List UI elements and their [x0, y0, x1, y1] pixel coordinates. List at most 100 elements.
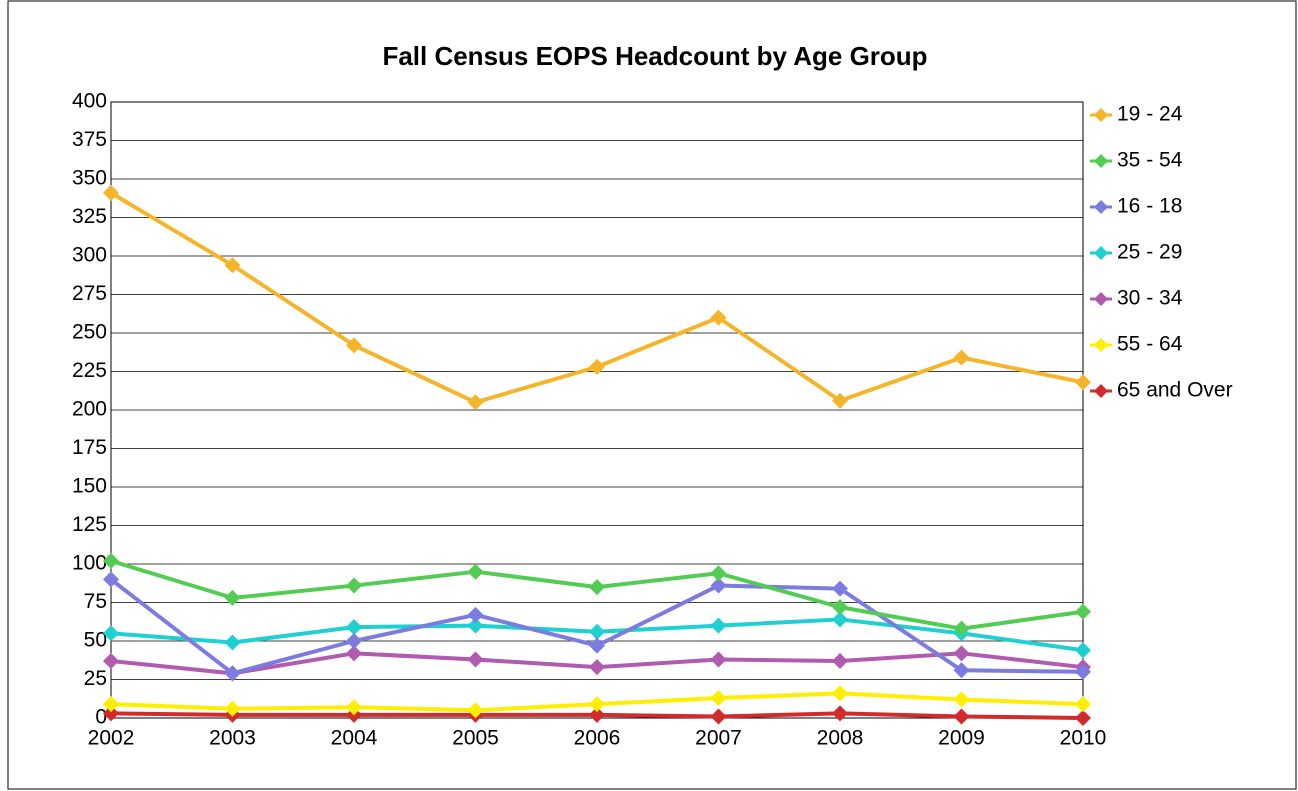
- legend-marker: [1094, 154, 1108, 168]
- data-point: [710, 617, 727, 634]
- legend-marker: [1094, 338, 1108, 352]
- legend-marker: [1094, 200, 1108, 214]
- legend-marker: [1094, 246, 1108, 260]
- y-tick-label: 175: [72, 436, 107, 459]
- x-tick-label: 2007: [695, 727, 742, 750]
- data-point: [832, 653, 848, 670]
- x-tick-label: 2008: [817, 727, 864, 750]
- x-tick-label: 2005: [452, 727, 499, 750]
- data-point: [589, 358, 605, 375]
- data-point: [832, 392, 848, 409]
- x-tick-label: 2004: [331, 727, 378, 750]
- data-point: [832, 611, 848, 628]
- x-tick-label: 2009: [938, 727, 985, 750]
- data-point: [103, 552, 119, 569]
- data-point: [710, 651, 727, 668]
- data-point: [467, 606, 484, 623]
- legend-label: 30 - 34: [1117, 287, 1183, 310]
- data-point: [1075, 710, 1091, 726]
- data-point: [710, 577, 727, 594]
- y-tick-label: 50: [84, 629, 107, 652]
- data-point: [103, 625, 119, 642]
- legend-marker: [1094, 384, 1108, 398]
- data-point: [589, 637, 605, 654]
- y-tick-label: 400: [72, 90, 107, 113]
- legend-label: 25 - 29: [1117, 241, 1182, 264]
- data-point: [103, 705, 119, 722]
- data-point: [589, 623, 605, 640]
- data-point: [710, 708, 727, 725]
- data-point: [953, 691, 970, 708]
- x-tick-label: 2006: [574, 727, 621, 750]
- data-point: [224, 700, 241, 717]
- legend-label: 16 - 18: [1117, 195, 1182, 218]
- data-point: [346, 577, 362, 594]
- data-point: [346, 633, 362, 649]
- data-point: [346, 337, 362, 354]
- data-point: [953, 645, 970, 662]
- data-point: [467, 394, 484, 411]
- legend-marker: [1094, 292, 1108, 306]
- data-point: [953, 620, 970, 637]
- chart-border: [7, 0, 1297, 790]
- legend-label: 65 and Over: [1117, 379, 1233, 402]
- data-point: [103, 571, 119, 588]
- y-tick-label: 250: [72, 321, 107, 344]
- legend-marker: [1094, 108, 1108, 122]
- y-tick-label: 150: [72, 475, 107, 498]
- y-tick-label: 350: [72, 167, 107, 190]
- y-tick-label: 125: [72, 513, 107, 536]
- y-tick-label: 325: [72, 205, 107, 228]
- data-point: [832, 580, 848, 597]
- y-tick-label: 200: [72, 398, 107, 421]
- data-point: [710, 689, 727, 706]
- data-point: [467, 651, 484, 668]
- y-tick-label: 275: [72, 282, 107, 305]
- y-tick-label: 100: [72, 552, 107, 575]
- data-point: [710, 309, 727, 326]
- data-point: [832, 705, 848, 722]
- data-point: [467, 563, 484, 580]
- data-point: [953, 662, 970, 679]
- data-point: [589, 706, 605, 723]
- data-point: [1075, 374, 1091, 391]
- x-tick-label: 2002: [88, 727, 135, 750]
- y-tick-label: 375: [72, 128, 107, 151]
- y-tick-label: 75: [84, 590, 107, 613]
- data-point: [589, 659, 605, 676]
- data-point: [1075, 696, 1091, 713]
- chart-title: Fall Census EOPS Headcount by Age Group: [382, 41, 927, 71]
- data-point: [224, 257, 241, 274]
- y-tick-label: 0: [95, 706, 107, 729]
- data-point: [953, 708, 970, 725]
- legend-label: 19 - 24: [1117, 103, 1183, 126]
- data-point: [103, 653, 119, 670]
- data-point: [346, 645, 362, 662]
- data-point: [346, 619, 362, 636]
- data-point: [467, 702, 484, 719]
- y-tick-label: 225: [72, 359, 107, 382]
- data-point: [224, 634, 241, 651]
- data-point: [1075, 642, 1091, 659]
- data-point: [589, 696, 605, 713]
- data-point: [103, 696, 119, 713]
- data-point: [953, 349, 970, 366]
- data-point: [832, 685, 848, 702]
- legend-label: 55 - 64: [1117, 333, 1183, 356]
- data-point: [832, 599, 848, 616]
- y-tick-label: 300: [72, 244, 107, 267]
- data-point: [467, 617, 484, 634]
- data-point: [224, 665, 241, 682]
- legend-label: 35 - 54: [1117, 149, 1183, 172]
- data-point: [1075, 663, 1091, 680]
- data-point: [1075, 603, 1091, 620]
- data-point: [589, 579, 605, 596]
- data-point: [103, 184, 119, 201]
- y-tick-label: 25: [84, 667, 107, 690]
- data-point: [346, 699, 362, 716]
- x-tick-label: 2010: [1060, 727, 1107, 750]
- x-tick-label: 2003: [209, 727, 256, 750]
- data-point: [710, 565, 727, 582]
- data-point: [224, 589, 241, 606]
